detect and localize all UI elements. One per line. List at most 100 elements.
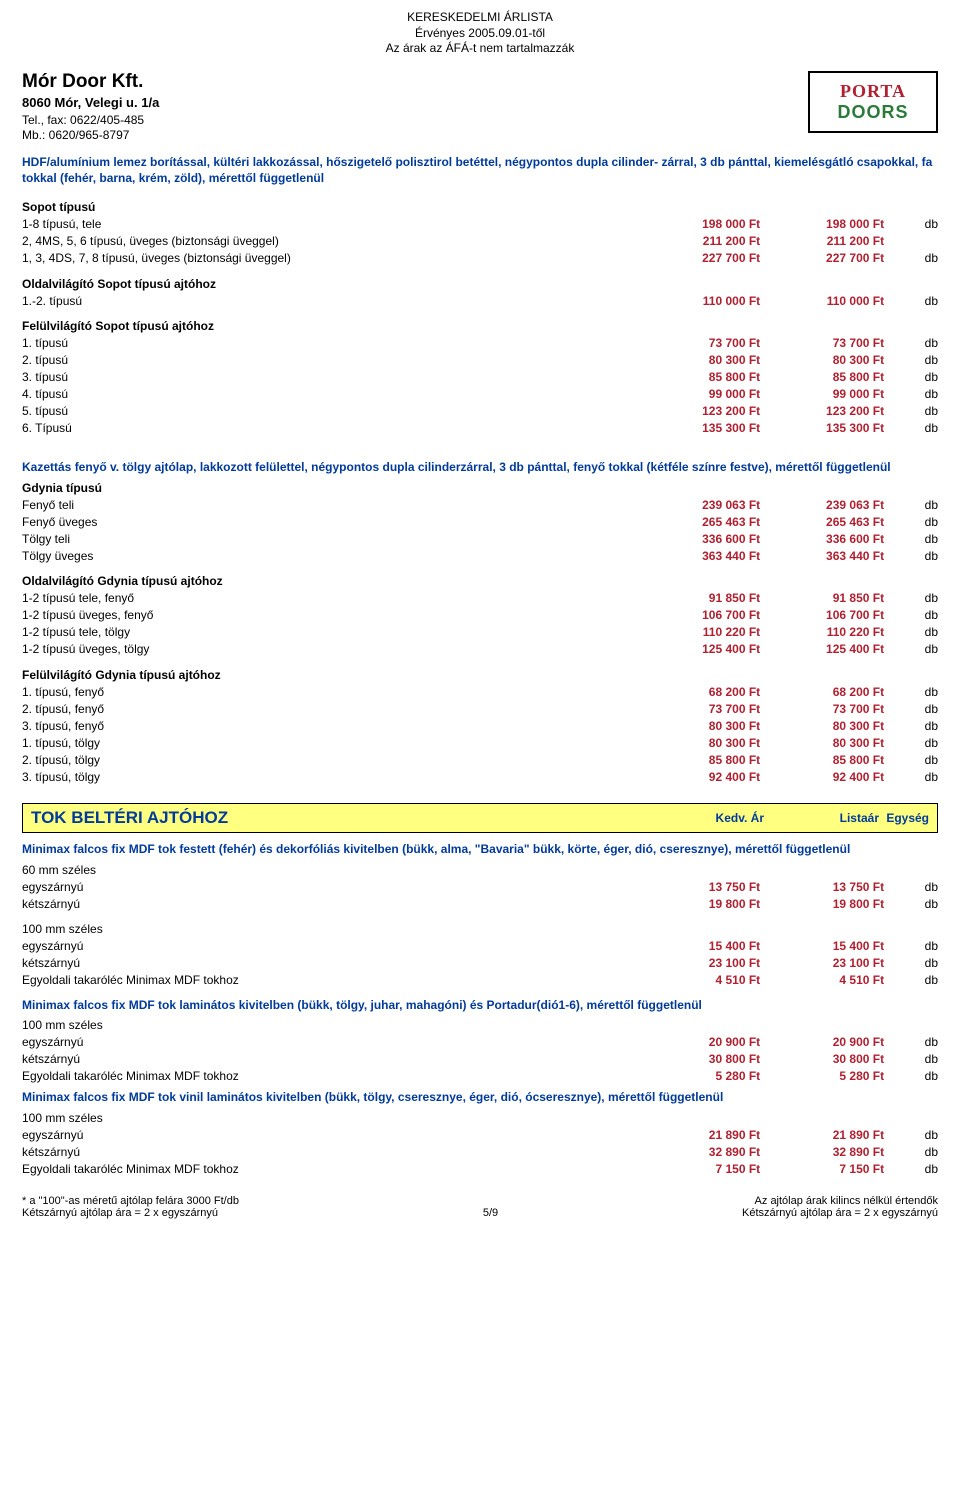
row-price-discount: 80 300 Ft [636,734,760,751]
mm100-heading: 100 mm széles [22,912,636,938]
price-row: 3. típusú, fenyő80 300 Ft80 300 Ftdb [22,717,938,734]
row-desc: 6. Típusú [22,420,636,437]
row-desc: 1-2 típusú tele, fenyő [22,590,636,607]
row-unit: db [884,496,938,513]
row-price-discount: 363 440 Ft [636,547,760,564]
oldal-gdynia-heading: Oldalvilágító Gdynia típusú ajtóhoz [22,564,636,590]
row-price-list: 32 890 Ft [760,1143,884,1160]
price-row: Egyoldali takaróléc Minimax MDF tokhoz7 … [22,1160,938,1177]
row-price-list: 198 000 Ft [760,216,884,233]
row-unit: db [884,403,938,420]
row-desc: 5. típusú [22,403,636,420]
price-row: 2, 4MS, 5, 6 típusú, üveges (biztonsági … [22,233,938,250]
price-row: 1. típusú, fenyő68 200 Ft68 200 Ftdb [22,683,938,700]
section-col-lista: Listaár [764,811,879,825]
price-row: 4. típusú99 000 Ft99 000 Ftdb [22,386,938,403]
row-unit: db [884,878,938,895]
row-desc: 4. típusú [22,386,636,403]
logo: PORTA DOORS [808,71,938,133]
row-desc: 1. típusú, fenyő [22,683,636,700]
row-price-discount: 68 200 Ft [636,683,760,700]
row-price-discount: 85 800 Ft [636,369,760,386]
row-price-list: 110 220 Ft [760,624,884,641]
row-price-list: 125 400 Ft [760,641,884,658]
section-title: TOK BELTÉRI AJTÓHOZ [31,808,649,828]
row-price-list: 110 000 Ft [760,292,884,309]
price-table-100mm: 100 mm széles egyszárnyú15 400 Ft15 400 … [22,912,938,989]
price-row: 6. Típusú135 300 Ft135 300 Ftdb [22,420,938,437]
row-desc: Tölgy üveges [22,547,636,564]
row-price-discount: 211 200 Ft [636,233,760,250]
row-price-discount: 73 700 Ft [636,700,760,717]
header-line3: Az árak az ÁFÁ-t nem tartalmazzák [22,41,938,57]
row-unit: db [884,751,938,768]
company-info: Mór Door Kft. 8060 Mór, Velegi u. 1/a Te… [22,71,159,144]
price-row: Tölgy teli336 600 Ft336 600 Ftdb [22,530,938,547]
price-row: 2. típusú, tölgy85 800 Ft85 800 Ftdb [22,751,938,768]
price-row: egyszárnyú15 400 Ft15 400 Ftdb [22,938,938,955]
row-price-list: 336 600 Ft [760,530,884,547]
section-bar-tok: TOK BELTÉRI AJTÓHOZ Kedv. Ár Listaár Egy… [22,803,938,833]
row-desc: 1.-2. típusú [22,292,636,309]
row-price-discount: 5 280 Ft [636,1068,760,1085]
row-price-discount: 7 150 Ft [636,1160,760,1177]
footer-right-2: Kétszárnyú ajtólap ára = 2 x egyszárnyú [742,1207,938,1219]
row-unit: db [884,1068,938,1085]
footer-center: 5/9 [483,1195,498,1219]
price-row: Egyoldali takaróléc Minimax MDF tokhoz5 … [22,1068,938,1085]
row-price-list: 80 300 Ft [760,717,884,734]
row-price-list: 239 063 Ft [760,496,884,513]
row-price-list: 73 700 Ft [760,700,884,717]
price-row: 1-8 típusú, tele198 000 Ft198 000 Ftdb [22,216,938,233]
price-table-felul-sopot: Felülvilágító Sopot típusú ajtóhoz 1. tí… [22,309,938,437]
company-mobile: Mb.: 0620/965-8797 [22,128,159,144]
company-name: Mór Door Kft. [22,71,159,93]
row-desc: 1-8 típusú, tele [22,216,636,233]
row-unit [884,233,938,250]
row-price-discount: 135 300 Ft [636,420,760,437]
row-price-discount: 110 000 Ft [636,292,760,309]
row-price-discount: 336 600 Ft [636,530,760,547]
row-price-list: 21 890 Ft [760,1126,884,1143]
row-price-discount: 123 200 Ft [636,403,760,420]
intro-kazettas: Kazettás fenyő v. tölgy ajtólap, lakkozo… [22,459,938,475]
row-price-list: 80 300 Ft [760,352,884,369]
row-unit: db [884,513,938,530]
row-price-discount: 21 890 Ft [636,1126,760,1143]
price-row: Egyoldali takaróléc Minimax MDF tokhoz4 … [22,972,938,989]
footer-right: Az ajtólap árak kilincs nélkül értendők … [742,1195,938,1219]
row-price-list: 23 100 Ft [760,955,884,972]
row-price-discount: 239 063 Ft [636,496,760,513]
intro-minimax-festett: Minimax falcos fix MDF tok festett (fehé… [22,841,938,857]
row-desc: 2, 4MS, 5, 6 típusú, üveges (biztonsági … [22,233,636,250]
price-table-vin: 100 mm széles egyszárnyú21 890 Ft21 890 … [22,1109,938,1177]
row-price-discount: 91 850 Ft [636,590,760,607]
row-desc: Fenyő üveges [22,513,636,530]
price-row: kétszárnyú23 100 Ft23 100 Ftdb [22,955,938,972]
row-price-discount: 106 700 Ft [636,607,760,624]
price-row: 1-2 típusú üveges, tölgy125 400 Ft125 40… [22,641,938,658]
price-row: 1. típusú73 700 Ft73 700 Ftdb [22,335,938,352]
row-price-discount: 32 890 Ft [636,1143,760,1160]
row-price-list: 99 000 Ft [760,386,884,403]
row-price-discount: 4 510 Ft [636,972,760,989]
row-price-discount: 227 700 Ft [636,250,760,267]
gdynia-heading: Gdynia típusú [22,479,636,496]
row-desc: egyszárnyú [22,1034,636,1051]
footer: * a "100"-as méretű ajtólap felára 3000 … [22,1189,938,1219]
price-row: egyszárnyú13 750 Ft13 750 Ftdb [22,878,938,895]
felul-gdynia-heading: Felülvilágító Gdynia típusú ajtóhoz [22,658,636,684]
price-row: 5. típusú123 200 Ft123 200 Ftdb [22,403,938,420]
row-unit: db [884,683,938,700]
row-price-list: 80 300 Ft [760,734,884,751]
row-unit: db [884,700,938,717]
row-desc: 2. típusú [22,352,636,369]
price-row: kétszárnyú19 800 Ft19 800 Ftdb [22,895,938,912]
row-desc: 2. típusú, fenyő [22,700,636,717]
row-unit: db [884,1143,938,1160]
lam-heading: 100 mm széles [22,1017,636,1034]
row-price-discount: 30 800 Ft [636,1051,760,1068]
price-table-oldal-gdynia: Oldalvilágító Gdynia típusú ajtóhoz 1-2 … [22,564,938,658]
price-row: 1.-2. típusú110 000 Ft110 000 Ftdb [22,292,938,309]
row-desc: egyszárnyú [22,1126,636,1143]
